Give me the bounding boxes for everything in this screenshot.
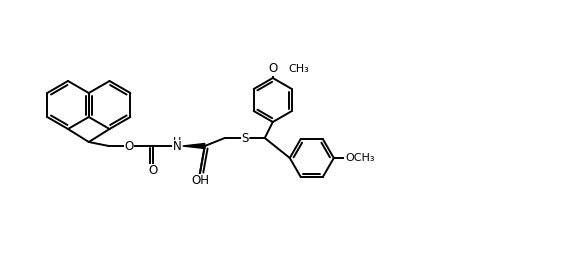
Text: CH₃: CH₃ (289, 64, 309, 74)
Text: O: O (124, 140, 134, 153)
Text: O: O (268, 63, 277, 76)
Text: H: H (173, 137, 182, 147)
Text: OH: OH (192, 174, 210, 188)
Polygon shape (183, 144, 205, 149)
Text: OCH₃: OCH₃ (345, 153, 375, 163)
Text: S: S (241, 132, 249, 144)
Text: N: N (173, 141, 182, 153)
Text: O: O (148, 165, 158, 177)
